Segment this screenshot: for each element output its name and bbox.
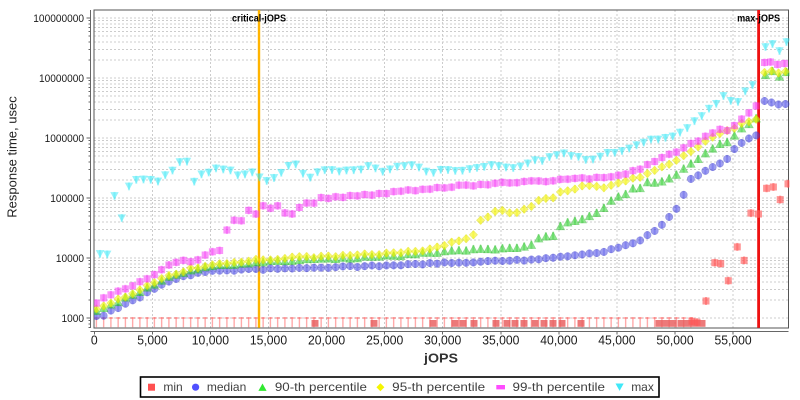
svg-text:jOPS: jOPS [423,352,458,366]
svg-text:35,000: 35,000 [482,334,519,348]
svg-text:5,000: 5,000 [137,334,167,348]
svg-text:10,000: 10,000 [192,334,229,348]
svg-text:55,000: 55,000 [715,334,752,348]
svg-text:100000: 100000 [50,193,84,205]
svg-text:25,000: 25,000 [366,334,403,348]
svg-text:100000000: 100000000 [33,13,84,25]
svg-text:40,000: 40,000 [540,334,577,348]
svg-text:50,000: 50,000 [656,334,693,348]
svg-text:90-th percentile: 90-th percentile [275,380,367,394]
svg-text:99-th percentile: 99-th percentile [513,380,606,394]
svg-text:10000: 10000 [56,253,84,265]
svg-text:median: median [207,380,246,394]
svg-text:1000000: 1000000 [45,133,84,145]
svg-text:95-th percentile: 95-th percentile [392,380,485,394]
svg-text:max: max [631,380,654,394]
svg-text:0: 0 [91,334,98,348]
svg-text:45,000: 45,000 [598,334,635,348]
svg-text:15,000: 15,000 [250,334,287,348]
svg-text:critical-jOPS: critical-jOPS [232,14,286,25]
svg-text:20,000: 20,000 [308,334,345,348]
svg-text:max-jOPS: max-jOPS [737,14,780,25]
svg-text:30,000: 30,000 [424,334,461,348]
svg-text:1000: 1000 [62,313,85,325]
svg-text:min: min [163,380,182,394]
svg-text:Response time, usec: Response time, usec [5,96,20,218]
svg-text:10000000: 10000000 [39,73,84,85]
